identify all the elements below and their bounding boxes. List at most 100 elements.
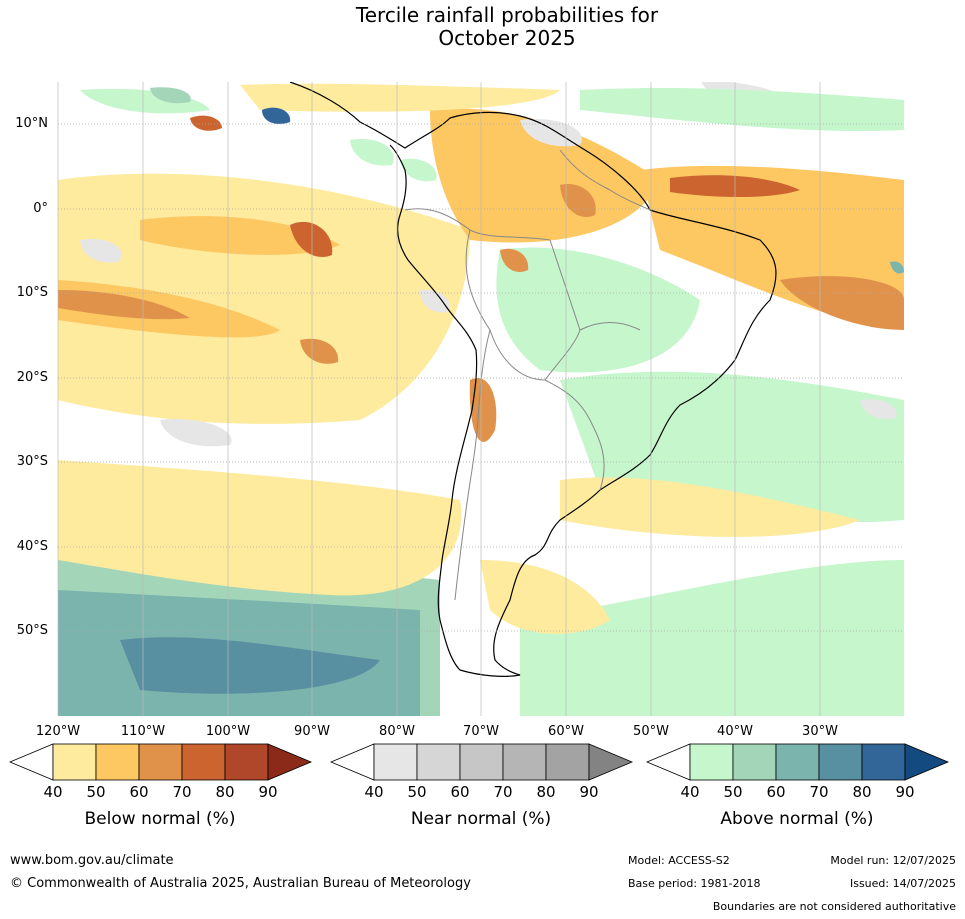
above-normal-region [400, 158, 437, 182]
lat-label: 30°S [16, 454, 48, 469]
lon-label: 120°W [35, 724, 81, 739]
colorbars [8, 743, 950, 781]
lon-label: 110°W [120, 724, 166, 739]
below-normal-colorbar-min-extend [8, 743, 54, 781]
above-normal-tick-label: 90 [895, 783, 915, 801]
near-normal-region [520, 119, 582, 147]
near-normal-colorbar-segment [502, 743, 547, 781]
lat-label: 20°S [16, 370, 48, 385]
below-normal-region [560, 477, 860, 537]
above-normal-colorbar-segment [818, 743, 863, 781]
above-normal-region [520, 560, 904, 716]
below-normal-region [190, 115, 222, 131]
near-normal-colorbar-min-extend [329, 743, 375, 781]
lon-label: 100°W [205, 724, 251, 739]
near-normal-tick-label: 90 [579, 783, 599, 801]
copyright-text: © Commonwealth of Australia 2025, Austra… [10, 876, 471, 891]
above-normal-region [890, 261, 904, 274]
near-normal-region [80, 239, 122, 263]
above-normal-colorbar-segment [775, 743, 820, 781]
below-normal-colorbar-segment [224, 743, 269, 781]
below-normal-region [780, 276, 904, 330]
coastline [289, 82, 777, 677]
below-normal-label: Below normal (%) [84, 809, 236, 829]
above-normal-tick-label: 40 [680, 783, 700, 801]
above-normal-label: Above normal (%) [720, 809, 874, 829]
above-normal-region [150, 87, 191, 104]
below-normal-region [480, 560, 610, 634]
near-normal-tick-label: 70 [493, 783, 513, 801]
lon-label: 70°W [463, 724, 499, 739]
title-line-2: October 2025 [438, 26, 576, 50]
probability-fields [58, 82, 904, 716]
below-normal-tick-label: 80 [215, 783, 235, 801]
lon-label: 60°W [548, 724, 584, 739]
near-normal-label: Near normal (%) [410, 809, 552, 829]
above-normal-tick-label: 60 [766, 783, 786, 801]
below-normal-tick-label: 90 [258, 783, 278, 801]
website-url: www.bom.gov.au/climate [10, 853, 174, 868]
below-normal-region [300, 338, 339, 364]
lon-label: 50°W [633, 724, 669, 739]
below-normal-region [469, 378, 497, 442]
country-borders [404, 149, 651, 601]
near-normal-colorbar-segment [416, 743, 461, 781]
below-normal-colorbar-segment [52, 743, 97, 781]
lat-label: 40°S [16, 539, 48, 554]
below-normal-tick-label: 70 [172, 783, 192, 801]
lon-label: 80°W [379, 724, 415, 739]
model-run-date: Model run: 12/07/2025 [830, 854, 956, 867]
lon-label: 30°W [802, 724, 838, 739]
above-normal-region [580, 88, 904, 131]
above-normal-region [80, 88, 210, 114]
above-normal-colorbar-min-extend [645, 743, 691, 781]
near-normal-colorbar-segment [545, 743, 590, 781]
lon-label: 90°W [294, 724, 330, 739]
below-normal-colorbar-segment [138, 743, 183, 781]
near-normal-colorbar-segment [373, 743, 418, 781]
below-normal-colorbar-max-extend [267, 743, 313, 781]
lat-label: 50°S [16, 623, 48, 638]
near-normal-colorbar-segment [459, 743, 504, 781]
near-normal-tick-label: 50 [407, 783, 427, 801]
above-normal-colorbar-segment [689, 743, 734, 781]
near-normal-tick-label: 80 [536, 783, 556, 801]
above-normal-region [496, 247, 700, 373]
below-normal-tick-label: 50 [86, 783, 106, 801]
below-normal-region [500, 248, 529, 272]
longitude-gridlines [57, 82, 821, 716]
near-normal-region [860, 399, 897, 420]
issued-date: Issued: 14/07/2025 [849, 877, 956, 890]
above-normal-tick-label: 80 [852, 783, 872, 801]
boundary-disclaimer: Boundaries are not considered authoritat… [712, 900, 956, 913]
map-title: Tercile rainfall probabilities for Octob… [0, 4, 965, 50]
lat-label: 10°N [15, 116, 48, 131]
near-normal-tick-label: 60 [450, 783, 470, 801]
title-line-1: Tercile rainfall probabilities for [355, 3, 659, 27]
above-normal-tick-label: 70 [809, 783, 829, 801]
below-normal-colorbar-segment [181, 743, 226, 781]
below-normal-colorbar-segment [95, 743, 140, 781]
above-normal-region [350, 139, 394, 166]
lat-label: 0° [33, 201, 48, 216]
above-normal-colorbar-segment [861, 743, 906, 781]
near-normal-colorbar-max-extend [588, 743, 634, 781]
below-normal-region [140, 216, 340, 255]
base-period: Base period: 1981-2018 [628, 877, 761, 890]
below-normal-region [240, 83, 560, 112]
below-normal-region [58, 460, 462, 596]
lon-label: 40°W [717, 724, 753, 739]
near-normal-tick-label: 40 [364, 783, 384, 801]
model-name: Model: ACCESS-S2 [628, 854, 730, 867]
lat-label: 10°S [16, 285, 48, 300]
below-normal-region [290, 221, 333, 257]
above-normal-region [120, 637, 380, 694]
above-normal-region [262, 107, 291, 124]
below-normal-tick-label: 40 [43, 783, 63, 801]
near-normal-region [160, 419, 232, 447]
near-normal-region [420, 289, 450, 313]
below-normal-region [58, 290, 190, 320]
below-normal-tick-label: 60 [129, 783, 149, 801]
above-normal-tick-label: 50 [723, 783, 743, 801]
